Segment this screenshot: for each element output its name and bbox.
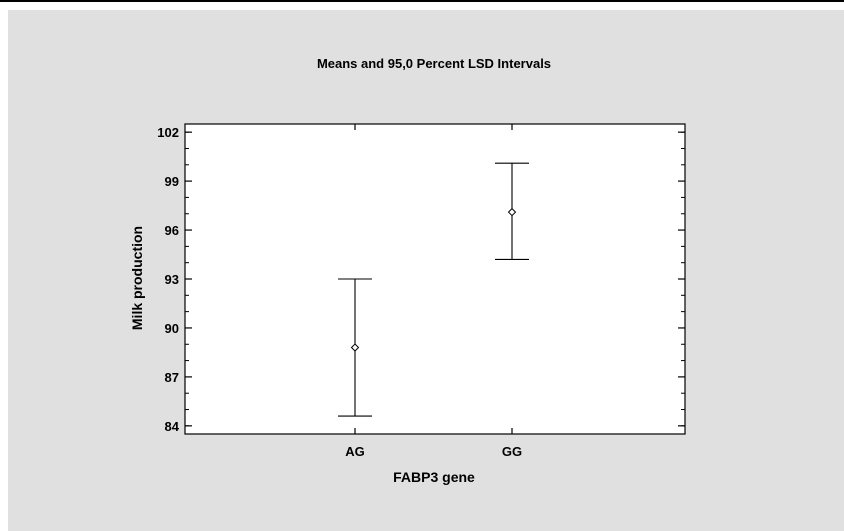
plot-area	[184, 123, 686, 435]
y-tick-label: 99	[165, 174, 179, 189]
y-tick-label: 90	[165, 321, 179, 336]
y-tick-label: 87	[165, 370, 179, 385]
interval-marks	[338, 162, 529, 417]
axis-ticks: 84 87 90 93 96 99 102 AG GG	[157, 124, 685, 459]
x-tick-label: AG	[345, 444, 365, 459]
x-axis-label: FABP3 gene	[393, 469, 475, 485]
y-tick-label: 102	[157, 125, 179, 140]
y-tick-label: 84	[165, 419, 180, 434]
y-tick-label: 96	[165, 223, 179, 238]
mean-marker-ag	[350, 343, 360, 352]
y-tick-label: 93	[165, 272, 179, 287]
y-axis-label: Milk production	[129, 226, 145, 330]
mean-marker-gg	[507, 207, 517, 217]
chart-title: Means and 95,0 Percent LSD Intervals	[317, 56, 551, 71]
x-tick-label: GG	[502, 444, 522, 459]
top-border-line	[0, 0, 844, 2]
